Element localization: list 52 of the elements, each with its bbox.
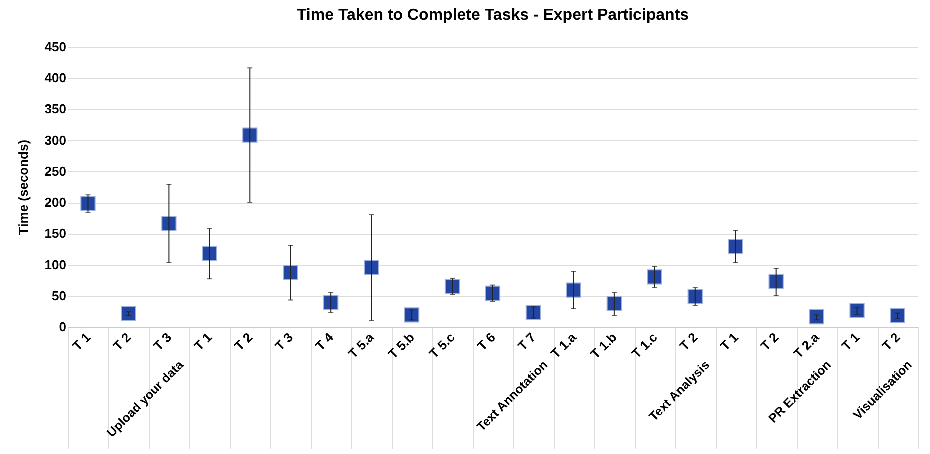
y-tick-label: 350 [44, 102, 66, 117]
x-tick-label: T 3 [272, 330, 296, 354]
x-tick-label: T 2 [110, 330, 134, 354]
point [850, 303, 865, 318]
x-tick-label: T 1.c [628, 330, 660, 362]
point [283, 265, 298, 280]
y-tick-label: 50 [52, 288, 66, 304]
x-tick-label: T 2 [232, 330, 256, 354]
x-tick-label: T 4 [312, 329, 338, 354]
y-tick-label: 0 [59, 320, 66, 334]
point [890, 308, 906, 324]
point [728, 239, 744, 254]
x-tick-label: T 1 [70, 330, 94, 354]
x-tick-label: T 1 [838, 330, 863, 354]
point [444, 278, 460, 294]
x-tick-label: T 1.b [588, 330, 620, 362]
y-tick-label: 250 [44, 164, 66, 179]
x-tick-label: T 1.a [548, 329, 580, 362]
y-tick-label: 200 [44, 195, 66, 210]
x-tick-label: T 5.b [385, 330, 418, 362]
x-tick-label: T 5.c [426, 330, 458, 362]
point [162, 216, 177, 232]
point [121, 306, 136, 322]
point [202, 246, 218, 262]
x-tick-label: T 6 [474, 330, 498, 354]
y-tick-label: 450 [44, 40, 66, 54]
chart-title: Time Taken to Complete Tasks - Expert Participants [296, 7, 690, 24]
point [364, 260, 380, 276]
point [768, 274, 784, 290]
point [404, 308, 420, 323]
y-axis-title: Time (seconds) [16, 140, 31, 236]
x-tick-label: T 2 [758, 330, 782, 354]
x-tick-label: T 2 [879, 330, 904, 354]
y-tick-label: 150 [44, 226, 66, 242]
x-tick-label: T 2.a [790, 329, 823, 362]
x-tick-label: T 5.a [345, 329, 378, 362]
y-tick-label: 300 [44, 132, 66, 148]
x-tick-label: T 1 [191, 330, 216, 354]
x-tick-label: T 2 [676, 330, 701, 354]
point [688, 288, 703, 304]
point [324, 295, 339, 310]
point [566, 282, 582, 298]
point [606, 296, 622, 312]
y-tick-label: 400 [44, 70, 66, 86]
point [647, 270, 662, 285]
x-tick-label: T 1 [717, 330, 742, 354]
point [80, 196, 96, 212]
y-tick-label: 100 [44, 257, 66, 272]
point [242, 128, 258, 143]
x-tick-label: T 3 [150, 330, 175, 354]
point [809, 309, 824, 325]
x-tick-label: T 7 [515, 330, 539, 354]
